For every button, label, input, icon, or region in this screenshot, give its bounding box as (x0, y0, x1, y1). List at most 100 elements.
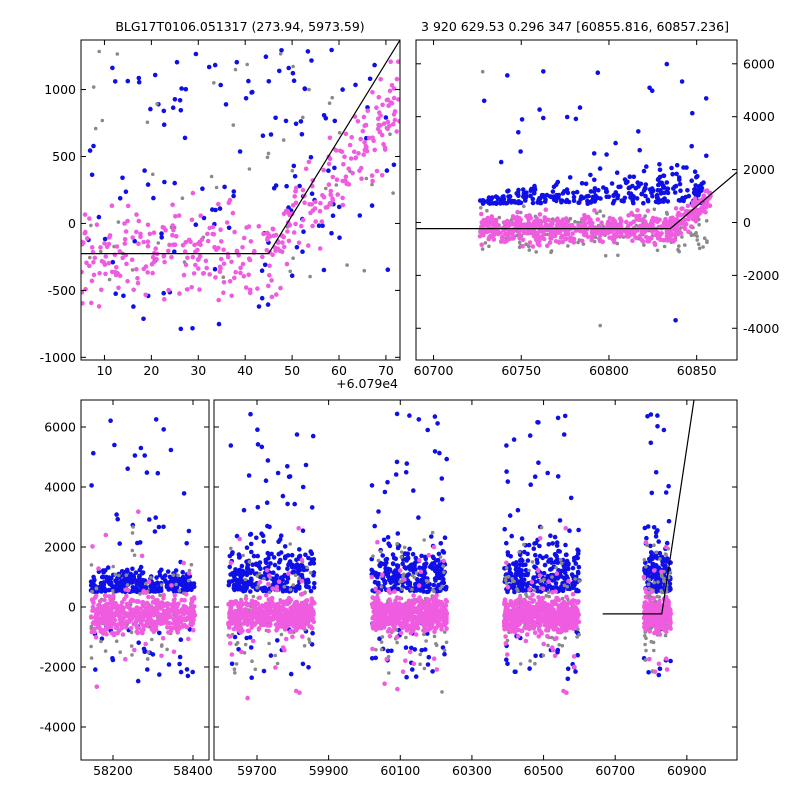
top-right-point-grey (598, 323, 602, 328)
bottom-seg1-point-grey (308, 571, 313, 575)
top-right-point-blue (528, 187, 534, 192)
bottom-seg1-point-blue (275, 470, 281, 476)
bottom-seg1-point-pink (228, 614, 233, 619)
top-left-point-pink (281, 244, 287, 250)
top-left-point-pink (240, 261, 246, 267)
top-left-point-pink (351, 149, 357, 154)
bottom-seg1-point-blue (523, 588, 529, 593)
bottom-seg1-point-blue (251, 553, 257, 559)
top-left-point-pink (145, 270, 150, 275)
top-left-point-blue (161, 108, 167, 114)
top-right-point-pink (550, 231, 556, 236)
top-left-point-pink (381, 121, 387, 126)
top-left-point-pink (167, 242, 172, 248)
bottom-seg1-point-pink (289, 613, 295, 618)
top-left-point-pink (343, 174, 349, 179)
bottom-seg1-point-blue (517, 562, 523, 568)
bottom-seg1-point-pink (276, 579, 282, 584)
top-right-point-blue (518, 149, 523, 154)
top-right-x-tick-label: 60800 (589, 363, 629, 378)
top-left-y-tick-label: 1000 (44, 82, 76, 97)
bottom-seg0-point-blue (125, 577, 130, 583)
bottom-seg0-point-pink (106, 594, 112, 599)
top-right-point-pink (479, 242, 485, 248)
bottom-seg1-point-blue (422, 562, 427, 567)
top-right-point-blue (601, 185, 606, 190)
top-left-point-pink (153, 246, 158, 251)
bottom-seg0-point-blue (159, 567, 164, 573)
top-right-point-pink (570, 231, 575, 236)
top-left-point-blue (308, 155, 314, 160)
top-right-point-pink (695, 199, 700, 205)
bottom-seg0-point-pink (143, 609, 148, 615)
bottom-seg0-point-pink (102, 627, 108, 633)
top-left-point-blue (292, 174, 298, 179)
bottom-seg1-point-blue (576, 527, 581, 533)
top-right-point-pink (585, 214, 591, 220)
top-right-point-grey (704, 219, 709, 223)
bottom-seg1-point-blue (505, 661, 510, 667)
top-right-point-blue (591, 189, 597, 194)
bottom-seg1-point-blue (306, 555, 311, 561)
top-right-point-blue (636, 129, 641, 134)
top-right-point-pink (556, 239, 562, 245)
bottom-seg1-point-blue (404, 674, 409, 680)
top-right-point-blue (693, 183, 698, 188)
top-right-point-grey (677, 249, 681, 254)
top-right-point-blue (555, 179, 561, 185)
bottom-seg1-point-blue (289, 552, 295, 558)
bottom-seg1-point-blue (533, 653, 538, 659)
bottom-seg1-point-grey (394, 628, 399, 632)
bottom-seg1-point-blue (559, 574, 564, 579)
bottom-seg0-point-blue (153, 515, 158, 520)
bottom-seg0-point-pink (186, 636, 191, 642)
bottom-seg0-point-pink (165, 601, 170, 606)
top-left-point-pink (343, 131, 349, 137)
bottom-seg1-point-pink (427, 609, 433, 615)
top-right-point-blue (647, 85, 652, 91)
top-left-point-grey (214, 185, 219, 190)
bottom-seg0-point-grey (130, 653, 134, 657)
top-right-point-pink (491, 232, 497, 238)
bottom-seg1-point-grey (546, 643, 550, 648)
top-right-point-blue (597, 166, 603, 171)
top-left-point-blue (226, 225, 232, 231)
bottom-seg0-point-grey (89, 626, 94, 631)
bottom-seg1-point-blue (372, 523, 378, 529)
bottom-seg1-point-blue (552, 534, 558, 540)
bottom-seg1-point-pink (264, 618, 269, 624)
bottom-seg0-point-pink (127, 605, 132, 611)
top-right-point-pink (629, 210, 634, 216)
top-right-point-blue (699, 185, 705, 191)
top-left-point-pink (370, 90, 375, 95)
bottom-seg1-point-pink (441, 558, 446, 564)
bottom-seg1-point-blue (391, 570, 397, 575)
top-right-point-blue (692, 187, 698, 192)
bottom-seg1-point-blue (385, 535, 391, 540)
bottom-seg0-point-blue (190, 669, 195, 675)
bottom-seg0-point-pink (136, 599, 141, 604)
top-left-point-pink (267, 273, 272, 278)
bottom-seg1-point-blue (267, 524, 272, 530)
bottom-seg0-point-grey (160, 643, 164, 647)
top-left-point-blue (291, 78, 297, 83)
top-left-point-pink (89, 278, 95, 284)
top-right-point-blue (565, 190, 571, 196)
bottom-seg0-point-pink (189, 622, 194, 628)
bottom-seg0-point-blue (108, 581, 114, 586)
top-right-point-blue (613, 140, 618, 146)
bottom-seg0-point-blue (91, 450, 96, 456)
top-left-point-blue (89, 172, 95, 178)
top-right-point-pink (568, 235, 573, 240)
top-left-point-pink (216, 245, 221, 251)
top-left-point-pink (207, 272, 212, 277)
top-left-point-pink (394, 129, 400, 134)
top-right-point-blue (672, 190, 678, 195)
bottom-seg1-point-blue (548, 533, 553, 538)
top-left-point-pink (125, 218, 130, 224)
top-right-point-blue (519, 117, 525, 122)
top-left-point-pink (180, 242, 186, 248)
bottom-seg1-point-blue (426, 589, 431, 594)
top-right-model-line (416, 171, 737, 230)
bottom-seg1-point-blue (273, 578, 279, 584)
